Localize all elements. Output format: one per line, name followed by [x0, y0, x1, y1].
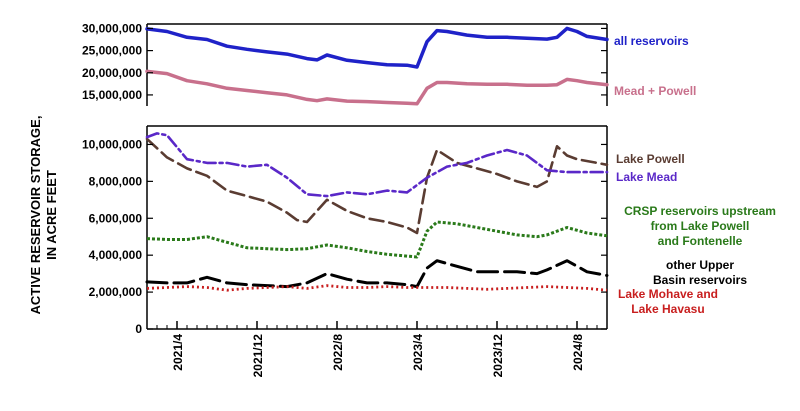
y-tick-label: 0	[135, 322, 142, 336]
y-tick-label: 8,000,000	[89, 174, 143, 188]
series-line-all-reservoirs	[145, 26, 609, 69]
x-tick-label: 2023/4	[411, 334, 425, 371]
x-tick-label: 2024/8	[571, 334, 585, 371]
legend-lake-powell: Lake Powell	[616, 152, 685, 166]
series-line-lake-mohave-and-lake-havasu	[146, 284, 608, 292]
series-line-other-upper-basin-reservoirs	[145, 259, 609, 289]
series-lines	[145, 26, 609, 292]
legend: all reservoirs Mead + Powell Lake Powell La…	[614, 34, 776, 316]
legend-all-reservoirs: all reservoirs	[614, 34, 689, 48]
y-axis-ticks: 15,000,000 20,000,000 25,000,000 30,000,000…	[82, 21, 607, 336]
series-line-mead-powell	[145, 69, 609, 106]
legend-lake-mead: Lake Mead	[616, 170, 677, 184]
y-tick-label: 6,000,000	[89, 211, 143, 225]
y-tick-label: 30,000,000	[82, 21, 142, 35]
legend-mead-powell: Mead + Powell	[614, 84, 696, 98]
legend-other-upper-basin-reservoirs: other Upper Basin reservoirs	[653, 258, 747, 287]
y-tick-label: 20,000,000	[82, 66, 142, 80]
y-tick-label: 4,000,000	[89, 248, 143, 262]
y-tick-label: 2,000,000	[89, 285, 143, 299]
x-tick-label: 2022/8	[331, 334, 345, 371]
series-line-lake-mead	[145, 132, 609, 198]
y-axis-label: ACTIVE RESERVOIR STORAGE,IN ACRE FEET	[28, 116, 59, 315]
x-axis-ticks: 2021/4 2021/12 2022/8 2023/4 2023/12 2024/8	[146, 321, 608, 378]
x-tick-label: 2021/4	[171, 334, 185, 371]
series-line-crsp-reservoirs-upstream-from-lake-powell-and-fontenelle	[146, 220, 608, 259]
legend-crsp-reservoirs-upstream-from-lake-powell-and-fontenelle: CRSP reservoirs upstream from Lake Powell…	[624, 204, 776, 248]
x-tick-label: 2021/12	[251, 334, 265, 378]
y-tick-label: 10,000,000	[82, 137, 142, 151]
y-tick-label: 15,000,000	[82, 88, 142, 102]
y-tick-label: 25,000,000	[82, 44, 142, 58]
x-tick-label: 2023/12	[491, 334, 505, 378]
legend-lake-mohave-and-lake-havasu: Lake Mohave and Lake Havasu	[618, 287, 718, 316]
series-line-lake-powell	[145, 137, 609, 235]
